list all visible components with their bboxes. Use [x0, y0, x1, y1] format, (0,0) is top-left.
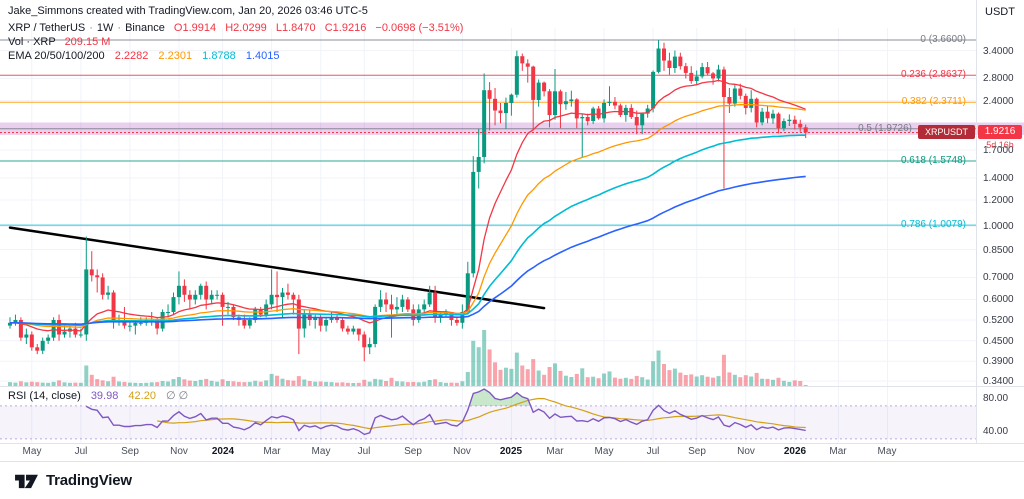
time-axis-tick: Jul	[74, 446, 88, 457]
symbol-price-label: XRPUSDT	[917, 125, 975, 139]
axis-currency-label[interactable]: USDT	[985, 6, 1015, 18]
separator-dot: ·	[117, 22, 122, 34]
footer: TradingView	[0, 462, 1024, 499]
symbol-legend: XRP / TetherUS · 1W · Binance O1.9914 H2.029…	[8, 21, 463, 63]
attribution-text: Jake_Simmons created with TradingView.co…	[8, 5, 368, 17]
ohlc-label: L	[275, 22, 282, 34]
rsi-axis-tick: 40.00	[983, 426, 1009, 437]
price-axis-tick: 1.7000	[983, 145, 1014, 156]
price-axis-tick: 1.2000	[983, 195, 1014, 206]
price-axis-tick: 0.4500	[983, 336, 1014, 347]
time-axis-tick: Mar	[546, 446, 564, 457]
tradingview-brand-text[interactable]: TradingView	[46, 472, 132, 489]
fib-level-label: 0.786 (1.0079)	[900, 219, 966, 230]
rsi-label[interactable]: RSI (14, close)	[8, 390, 81, 402]
volume-value: 209.15 M	[64, 36, 111, 48]
rsi-ma-value: 42.20	[128, 390, 156, 402]
time-axis-tick: 2024	[211, 446, 235, 457]
interval-label[interactable]: 1W	[96, 22, 114, 34]
open-value: O1.9914	[174, 22, 216, 34]
fib-level-label: 0.5 (1.9726)	[858, 123, 912, 134]
ohlc-label: H	[225, 22, 234, 34]
time-axis-tick: 2026	[783, 446, 807, 457]
price-axis-tick: 1.0000	[983, 221, 1014, 232]
volume-label[interactable]: Vol · XRP	[8, 36, 56, 48]
price-axis-tick: 1.4000	[983, 173, 1014, 184]
ohlc-value: 1.9216	[332, 22, 367, 34]
time-axis-tick: Sep	[688, 446, 706, 457]
exchange-label: Binance	[125, 22, 165, 34]
fib-level-label: 0.236 (2.8637)	[900, 69, 966, 80]
fib-level-label: 0.618 (1.5748)	[900, 155, 966, 166]
time-axis-tick: May	[311, 446, 331, 457]
change-value: −0.0698 (−3.51%)	[375, 22, 464, 34]
time-axis-tick: Sep	[404, 446, 422, 457]
low-value: L1.8470	[276, 22, 316, 34]
ema100-value: 1.8788	[202, 50, 236, 62]
time-axis-tick: 2025	[499, 446, 523, 457]
ohlc-label: C	[324, 22, 333, 34]
separator-dot: ·	[89, 22, 93, 34]
time-axis-tick: Jul	[646, 446, 660, 457]
ema-row: EMA 20/50/100/200 2.2282 2.2301 1.8788 1…	[8, 49, 463, 63]
rsi-value: 39.98	[90, 390, 119, 402]
close-value: C1.9216	[325, 22, 367, 34]
time-axis[interactable]: May Jul Sep Nov 2024 Mar May Jul Sep Nov 2025 Mar Ma…	[0, 444, 1024, 461]
price-axis-tick: 0.8500	[983, 245, 1014, 256]
time-axis-tick: Nov	[453, 446, 471, 457]
price-axis-tick: 0.3400	[983, 376, 1014, 387]
rsi-hidden-band-values: ∅ ∅	[166, 390, 189, 402]
time-axis-tick: Mar	[829, 446, 847, 457]
ohlc-value: 1.9914	[182, 22, 217, 34]
time-axis-tick: Nov	[170, 446, 188, 457]
fib-level-label: 0 (3.6600)	[920, 34, 966, 45]
ema20-value: 2.2282	[114, 50, 149, 62]
time-axis-tick: May	[22, 446, 42, 457]
candle-close-countdown: 5d 16h	[986, 140, 1014, 150]
symbol-title[interactable]: XRP / TetherUS	[8, 22, 86, 34]
ohlc-value: 2.0299	[233, 22, 267, 34]
volume-row: Vol · XRP 209.15 M	[8, 35, 463, 49]
price-axis-tick: 3.4000	[983, 46, 1014, 57]
last-price-badge: 1.9216	[978, 125, 1022, 139]
price-axis-tick: 0.5200	[983, 315, 1014, 326]
time-axis-tick: Jul	[357, 446, 371, 457]
rsi-axis-tick: 80.00	[983, 393, 1009, 404]
rsi-legend: RSI (14, close) 39.98 42.20 ∅ ∅	[8, 389, 188, 402]
price-axis-tick: 0.7000	[983, 272, 1014, 283]
tradingview-logo-icon[interactable]	[14, 470, 39, 491]
fib-level-label: 0.382 (2.3711)	[901, 96, 966, 107]
price-axis[interactable]: USDT 3.4000 2.8000 2.4000 1.7000 1.4000 1.200…	[977, 0, 1024, 462]
chart-canvas	[0, 0, 1024, 462]
symbol-info-row: XRP / TetherUS · 1W · Binance O1.9914 H2.029…	[8, 21, 463, 35]
price-axis-tick: 0.3900	[983, 356, 1014, 367]
ohlc-value: 1.8470	[282, 22, 316, 34]
ema50-value: 2.2301	[158, 50, 193, 62]
ema200-value: 1.4015	[245, 50, 280, 62]
high-value: H2.0299	[225, 22, 267, 34]
ema-label[interactable]: EMA 20/50/100/200	[8, 50, 105, 62]
price-axis-tick: 2.4000	[983, 96, 1014, 107]
price-axis-tick: 0.6000	[983, 294, 1014, 305]
time-axis-tick: Nov	[737, 446, 755, 457]
time-axis-tick: May	[594, 446, 614, 457]
ohlc-label: O	[173, 22, 183, 34]
time-axis-tick: Sep	[121, 446, 139, 457]
time-axis-tick: May	[877, 446, 897, 457]
price-axis-tick: 2.8000	[983, 73, 1014, 84]
time-axis-tick: Mar	[263, 446, 281, 457]
